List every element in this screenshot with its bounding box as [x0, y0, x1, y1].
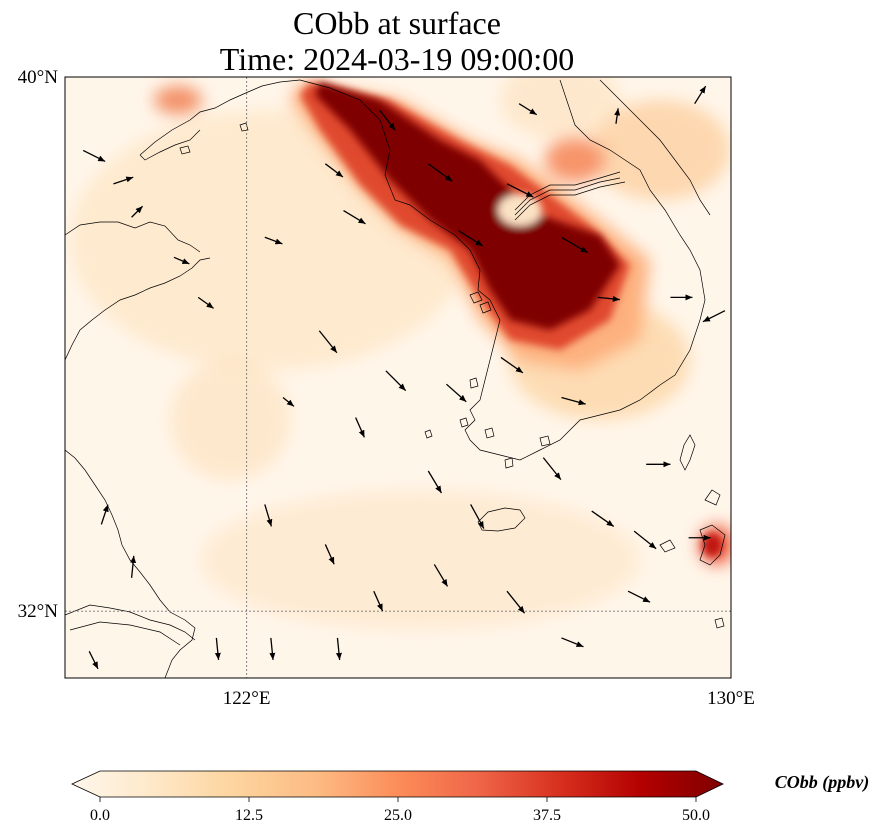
- wind-arrow: [518, 103, 538, 116]
- gridlines: [65, 77, 731, 678]
- wind-vectors: [82, 85, 726, 670]
- haze-region: [590, 100, 730, 200]
- wind-arrow: [343, 209, 366, 225]
- border-korea: [514, 171, 626, 221]
- wind-arrow: [373, 590, 384, 612]
- x-tick-label: 122°E: [223, 688, 271, 709]
- wind-arrow: [264, 236, 283, 245]
- wind-arrow: [470, 504, 485, 529]
- x-tick-label: 130°E: [707, 688, 755, 709]
- coastline-islands: [179, 122, 725, 629]
- wind-arrow: [446, 383, 467, 403]
- wind-arrow: [385, 370, 407, 392]
- coastline-yangtze-mouth: [65, 604, 196, 646]
- wind-arrow: [427, 163, 453, 182]
- wind-arrow: [324, 544, 335, 565]
- wind-arrow: [379, 109, 396, 131]
- coastline-japan-kyushu: [679, 434, 726, 566]
- coastline-korea-west: [299, 79, 706, 461]
- coastline-liaodong: [139, 79, 301, 161]
- wind-arrow: [355, 417, 366, 438]
- title-line-1: CObb at surface: [293, 5, 501, 41]
- wind-arrow: [335, 637, 342, 660]
- wind-arrow: [627, 590, 651, 603]
- wind-arrow: [131, 205, 144, 218]
- coastline-jiangsu: [65, 449, 196, 678]
- haze-region: [500, 77, 620, 140]
- colorbar-tick-label: 37.5: [533, 807, 561, 824]
- wind-arrow: [561, 236, 589, 254]
- wind-arrow: [614, 108, 621, 124]
- title-line-2: Time: 2024-03-19 09:00:00: [220, 41, 574, 77]
- wind-arrow: [427, 470, 443, 494]
- wind-arrow: [506, 183, 534, 198]
- x-tick-labels: 122°E 130°E: [223, 688, 755, 709]
- wind-arrow: [597, 295, 620, 302]
- wind-arrow: [694, 85, 707, 105]
- colorbar-tick-label: 12.5: [235, 807, 263, 824]
- wind-arrow: [264, 504, 273, 527]
- wind-arrow: [214, 637, 221, 660]
- coastline-jeju: [477, 507, 526, 532]
- y-tick-label: 32°N: [18, 601, 59, 622]
- wind-arrow: [324, 163, 344, 178]
- coastlines: [65, 79, 726, 678]
- coastline-bohai-south: [65, 221, 201, 253]
- wind-arrow: [542, 457, 562, 481]
- colorbar-label: CObb (ppbv): [775, 772, 869, 793]
- plume-north-patch: [545, 138, 605, 182]
- concentration-field: [70, 77, 731, 630]
- haze-region: [200, 490, 640, 630]
- wind-arrow: [433, 564, 449, 587]
- haze-region: [170, 360, 290, 480]
- wind-arrow: [500, 356, 524, 374]
- coastline-korea-east: [599, 79, 711, 216]
- bohai-patch: [154, 86, 202, 114]
- wind-arrow: [82, 149, 106, 163]
- wind-arrow: [702, 310, 726, 323]
- wind-arrow: [197, 296, 214, 309]
- colorbar-ticks: 0.0 12.5 25.0 37.5 50.0: [90, 797, 710, 824]
- coastline-shandong: [65, 257, 211, 361]
- colorbar-bar: [71, 770, 724, 798]
- wind-arrow: [88, 650, 99, 670]
- colorbar-tick-label: 25.0: [384, 807, 412, 824]
- wind-arrow: [318, 330, 338, 354]
- wind-arrow: [113, 176, 134, 185]
- plume-core-region: [315, 82, 620, 330]
- map-frame: [64, 76, 732, 679]
- wind-arrow: [173, 256, 190, 265]
- colorbar-tick-label: 0.0: [90, 807, 110, 824]
- wind-arrow: [269, 637, 276, 660]
- wind-arrow: [100, 504, 109, 525]
- colorbar: 0.0 12.5 25.0 37.5 50.0 CObb (ppbv): [71, 770, 869, 824]
- wind-arrow: [561, 637, 584, 648]
- map-panel: [65, 77, 731, 678]
- wind-arrow: [591, 510, 615, 527]
- y-tick-labels: 40°N 32°N: [18, 67, 59, 622]
- wind-arrow: [561, 396, 586, 406]
- y-tick-label: 40°N: [18, 67, 59, 88]
- colorbar-tick-label: 50.0: [682, 807, 710, 824]
- wind-arrow: [458, 230, 484, 247]
- wind-arrow: [633, 530, 657, 550]
- wind-arrow: [130, 555, 137, 578]
- wind-arrow: [282, 397, 295, 407]
- wind-arrow: [506, 590, 526, 614]
